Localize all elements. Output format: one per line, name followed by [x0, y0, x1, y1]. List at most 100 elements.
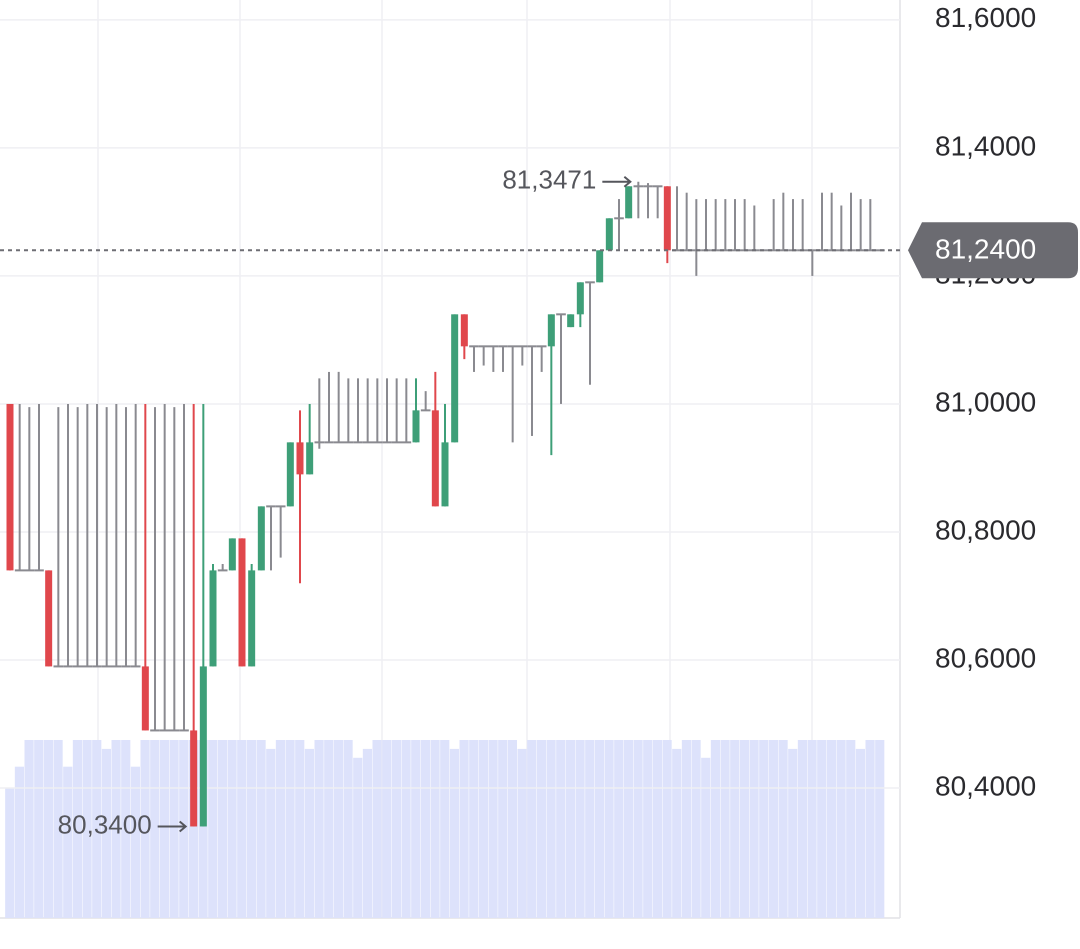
candle-body [306, 442, 314, 475]
candle-body [228, 538, 236, 571]
candle-body [209, 570, 217, 667]
candle-body [248, 570, 256, 667]
annotation-label: 81,3471 [502, 165, 596, 195]
volume-bar [440, 740, 450, 918]
annotation-arrow [157, 820, 188, 833]
volume-bar [198, 740, 208, 918]
volume-bar [256, 740, 266, 918]
candle-body [576, 282, 584, 315]
volume-bar [614, 740, 624, 918]
volume-bar [759, 740, 769, 918]
volume-bar [527, 740, 537, 918]
annotation-arrow [602, 175, 632, 188]
volume-bar [420, 740, 430, 918]
volume-bar [92, 740, 102, 918]
volume-bar [855, 748, 865, 918]
volume-bar [507, 740, 517, 918]
volume-bar [314, 740, 324, 918]
volume-bar [430, 740, 440, 918]
volume-bar [401, 740, 411, 918]
volume-bar [188, 740, 198, 918]
volume-bar [826, 740, 836, 918]
volume-bar [594, 740, 604, 918]
volume-bar [701, 757, 711, 918]
volume-bar [652, 740, 662, 918]
volume-bar [778, 740, 788, 918]
volume-bar [130, 766, 140, 918]
candle-body [190, 730, 198, 827]
volume-bar [111, 740, 121, 918]
volume-bar [681, 740, 691, 918]
volume-bar [169, 740, 179, 918]
y-tick-label: 80,8000 [935, 514, 1036, 545]
volume-bar [285, 740, 295, 918]
last-price-label: 81,2400 [935, 234, 1036, 265]
volume-bar [333, 740, 343, 918]
volume-bar [865, 740, 875, 918]
annotation-label: 80,3400 [58, 809, 152, 839]
volume-bar [14, 766, 24, 918]
candle-body [663, 186, 671, 251]
volume-bar [846, 740, 856, 918]
volume-bar [304, 748, 314, 918]
y-tick-label: 80,4000 [935, 770, 1036, 801]
volume-bar [788, 748, 798, 918]
candle-body [199, 666, 207, 827]
volume-bar [140, 740, 150, 918]
y-tick-label: 81,6000 [935, 2, 1036, 33]
candle-body [547, 314, 555, 347]
volume-bar [411, 740, 421, 918]
volume-bar [604, 740, 614, 918]
volume-bar [768, 740, 778, 918]
volume-bar [121, 740, 131, 918]
last-price-tag [908, 222, 1078, 279]
volume-bar [749, 740, 759, 918]
volume-bar [875, 740, 885, 918]
candle-body [441, 442, 449, 507]
volume-bar [807, 740, 817, 918]
candle-body [238, 538, 246, 667]
volume-bar [343, 740, 353, 918]
candle-body [286, 442, 294, 507]
candle-body [45, 570, 53, 667]
volume-bar [208, 740, 218, 918]
volume-bar [546, 740, 556, 918]
volume-bar [372, 740, 382, 918]
volume-bar [101, 748, 111, 918]
volume-bar [498, 740, 508, 918]
candle-body [625, 186, 633, 219]
volume-bar [227, 740, 237, 918]
volume-bar [517, 748, 527, 918]
volume-bar [710, 740, 720, 918]
volume-bar [643, 740, 653, 918]
volume-bar [449, 748, 459, 918]
volume-bar [295, 740, 305, 918]
y-tick-label: 80,6000 [935, 642, 1036, 673]
volume-bar [353, 757, 363, 918]
candle-body [296, 442, 304, 475]
volume-bar [556, 740, 566, 918]
volume-bar [730, 740, 740, 918]
volume-bar [469, 740, 479, 918]
volume-bar [672, 748, 682, 918]
volume-bar [575, 740, 585, 918]
volume-bar [362, 748, 372, 918]
y-tick-label: 81,0000 [935, 386, 1036, 417]
candle-body [460, 314, 468, 347]
volume-bar [585, 740, 595, 918]
volume-bar [43, 740, 53, 918]
volume-bar [720, 740, 730, 918]
volume-bar [82, 740, 92, 918]
volume-bar [691, 740, 701, 918]
volume-bar [478, 740, 488, 918]
volume-bar [488, 740, 498, 918]
volume-bar [662, 740, 672, 918]
candle-body [567, 314, 575, 328]
volume-bar [382, 740, 392, 918]
volume-bar [53, 740, 63, 918]
volume-bar [739, 740, 749, 918]
volume-bar [24, 740, 34, 918]
volume-bar [34, 740, 44, 918]
candle-body [431, 410, 439, 507]
